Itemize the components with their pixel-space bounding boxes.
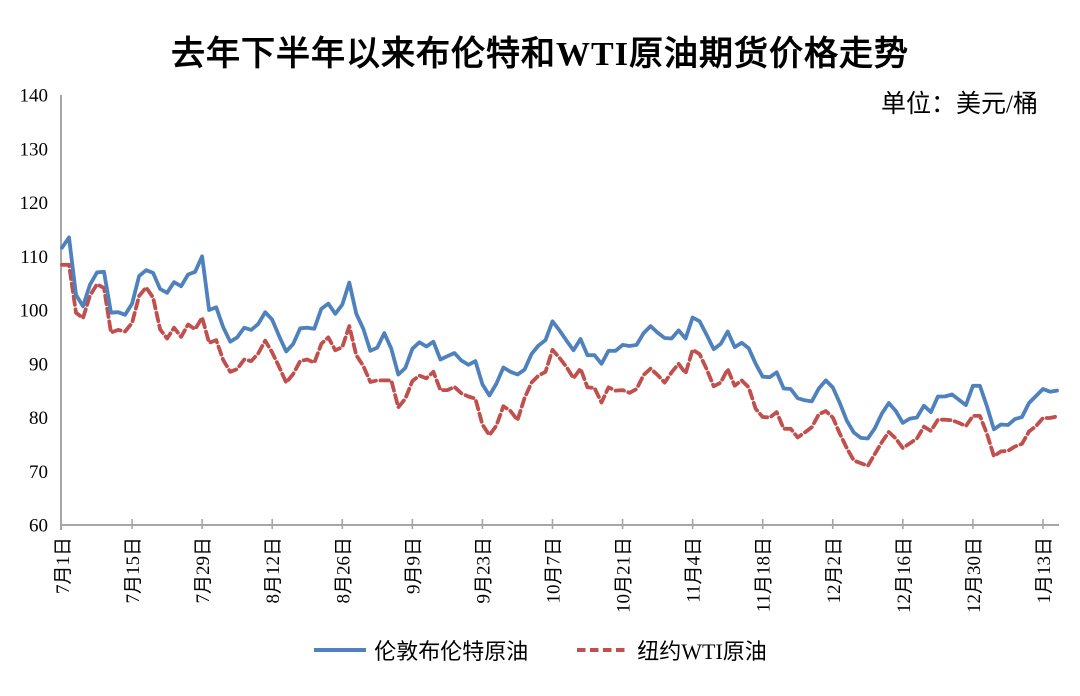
wti-line-swatch [577, 648, 630, 652]
y-tick-label: 140 [20, 86, 49, 107]
x-tick-label: 10月21日 [614, 537, 635, 613]
legend-item-wti: 纽约WTI原油 [576, 634, 767, 666]
chart-title: 去年下半年以来布伦特和WTI原油期货价格走势 [171, 36, 909, 73]
y-tick-label: 60 [29, 516, 48, 537]
x-tick-label: 12月2日 [824, 537, 845, 604]
x-tick-label: 11月4日 [684, 537, 705, 603]
legend-item-brent: 伦敦布伦特原油 [313, 634, 528, 666]
y-tick-label: 70 [29, 462, 48, 483]
x-tick-label: 1月13日 [1034, 537, 1055, 604]
y-tick-label: 120 [20, 193, 49, 214]
brent-series-line [60, 235, 1059, 441]
y-tick-label: 90 [29, 354, 48, 375]
x-tick-label: 9月9日 [403, 537, 424, 594]
y-tick-label: 130 [20, 139, 49, 160]
brent-line-swatch [314, 648, 367, 652]
wti-series-line [60, 262, 1059, 468]
x-tick-label: 8月12日 [263, 537, 284, 604]
unit-label: 单位：美元/桶 [881, 91, 1038, 118]
x-tick-label: 11月18日 [754, 537, 775, 612]
x-tick-label: 12月30日 [964, 537, 985, 613]
x-tick-label: 9月23日 [473, 537, 494, 604]
y-tick-label: 110 [20, 247, 48, 268]
x-tick-label: 10月7日 [543, 537, 564, 604]
y-tick-label: 80 [29, 408, 48, 429]
legend-label-wti: 纽约WTI原油 [637, 639, 767, 664]
x-tick-label: 8月26日 [333, 537, 354, 604]
legend-label-brent: 伦敦布伦特原油 [374, 639, 529, 664]
x-tick-label: 12月16日 [894, 537, 915, 613]
y-tick-label: 100 [20, 301, 49, 322]
x-tick-label: 7月15日 [123, 537, 144, 604]
x-tick-label: 7月1日 [53, 537, 74, 594]
legend: 伦敦布伦特原油 纽约WTI原油 [0, 634, 1080, 666]
x-tick-label: 7月29日 [193, 537, 214, 604]
